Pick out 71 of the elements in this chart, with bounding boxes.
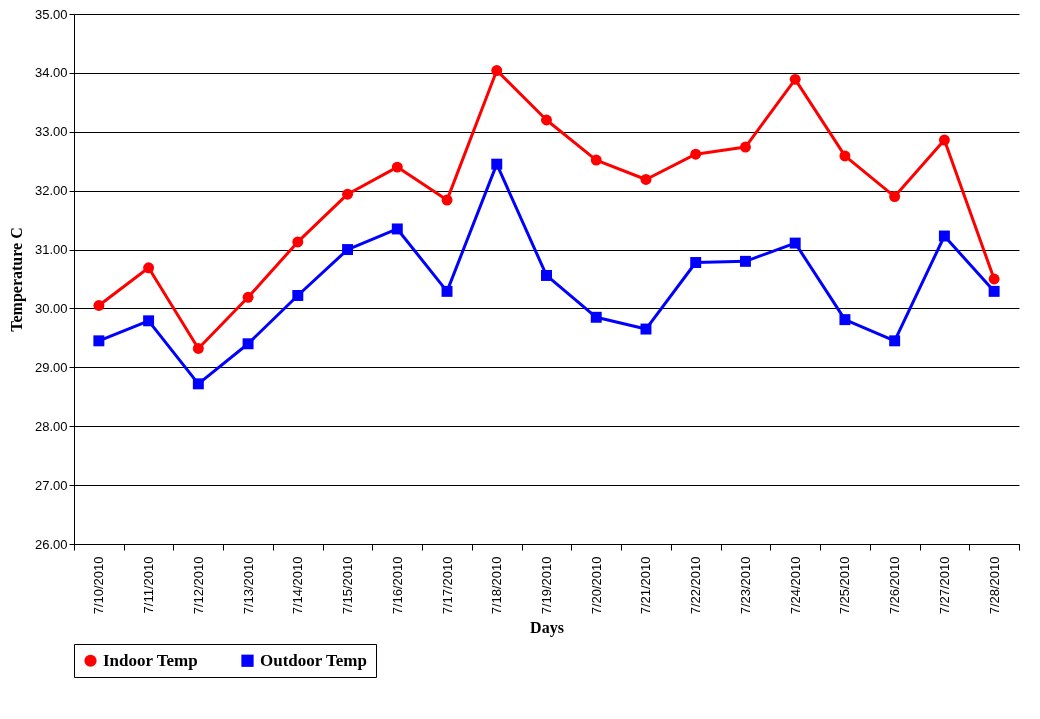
- legend-label: Indoor Temp: [103, 650, 198, 670]
- x-tick-label: 7/18/2010: [489, 556, 505, 615]
- point: [441, 194, 453, 206]
- x-tick-label: 7/23/2010: [737, 556, 753, 615]
- point: [491, 158, 503, 170]
- point: [292, 290, 304, 301]
- x-tick-label: 7/17/2010: [439, 556, 455, 615]
- x-tick-label: 7/13/2010: [240, 556, 256, 615]
- point: [342, 244, 354, 256]
- point: [739, 141, 751, 153]
- point: [391, 223, 403, 235]
- y-axis-title: Temperature C: [7, 227, 26, 332]
- y-tick-label: 35.00: [34, 6, 68, 22]
- x-tick-label: 7/11/2010: [141, 556, 157, 614]
- point: [441, 285, 453, 297]
- point: [93, 300, 105, 311]
- x-tick-label: 7/28/2010: [986, 556, 1002, 615]
- x-tick-label: 7/16/2010: [389, 556, 405, 615]
- point: [640, 174, 652, 185]
- point: [690, 148, 702, 160]
- point: [988, 273, 1000, 285]
- point: [590, 154, 602, 166]
- point: [839, 314, 851, 326]
- point: [541, 269, 552, 281]
- y-tick-label: 26.00: [34, 536, 68, 552]
- x-tick-label: 7/20/2010: [588, 556, 604, 615]
- point: [93, 335, 105, 347]
- point: [491, 65, 503, 76]
- point: [590, 311, 602, 323]
- point: [690, 257, 702, 268]
- point: [242, 338, 254, 350]
- point: [242, 291, 254, 303]
- x-tick-label: 7/26/2010: [887, 556, 903, 615]
- point: [292, 236, 304, 248]
- point: [739, 255, 751, 267]
- x-tick-label: 7/24/2010: [787, 556, 803, 615]
- point: [143, 262, 155, 274]
- point: [889, 335, 901, 347]
- x-tick-label: 7/19/2010: [539, 556, 554, 615]
- x-tick-label: 7/22/2010: [688, 556, 704, 615]
- point: [789, 73, 801, 85]
- y-tick-label: 34.00: [34, 65, 68, 81]
- x-tick-label: 7/15/2010: [340, 556, 356, 615]
- x-tick-label: 7/14/2010: [290, 556, 306, 615]
- y-tick-label: 28.00: [34, 418, 68, 434]
- y-tick-label: 32.00: [34, 183, 68, 199]
- y-tick-label: 31.00: [34, 242, 68, 258]
- point: [938, 230, 950, 242]
- x-axis-title: Days: [530, 619, 564, 638]
- point: [391, 161, 403, 173]
- point: [342, 188, 354, 200]
- point: [988, 285, 1000, 297]
- point: [789, 237, 801, 249]
- x-tick-label: 7/12/2010: [190, 556, 206, 615]
- point: [143, 315, 155, 327]
- point: [541, 114, 552, 126]
- x-tick-label: 7/27/2010: [936, 556, 952, 615]
- legend-label: Outdoor Temp: [260, 650, 367, 670]
- point: [839, 150, 851, 162]
- x-tick-label: 7/25/2010: [837, 556, 853, 615]
- point: [938, 134, 950, 146]
- x-tick-label: 7/21/2010: [638, 556, 654, 615]
- point: [192, 378, 204, 390]
- y-tick-label: 30.00: [34, 300, 68, 316]
- x-tick-label: 7/10/2010: [91, 556, 107, 615]
- y-tick-label: 33.00: [34, 124, 68, 140]
- point: [192, 343, 204, 354]
- y-tick-label: 29.00: [34, 359, 68, 375]
- y-tick-label: 27.00: [34, 477, 68, 493]
- point: [640, 323, 652, 335]
- point: [889, 191, 901, 203]
